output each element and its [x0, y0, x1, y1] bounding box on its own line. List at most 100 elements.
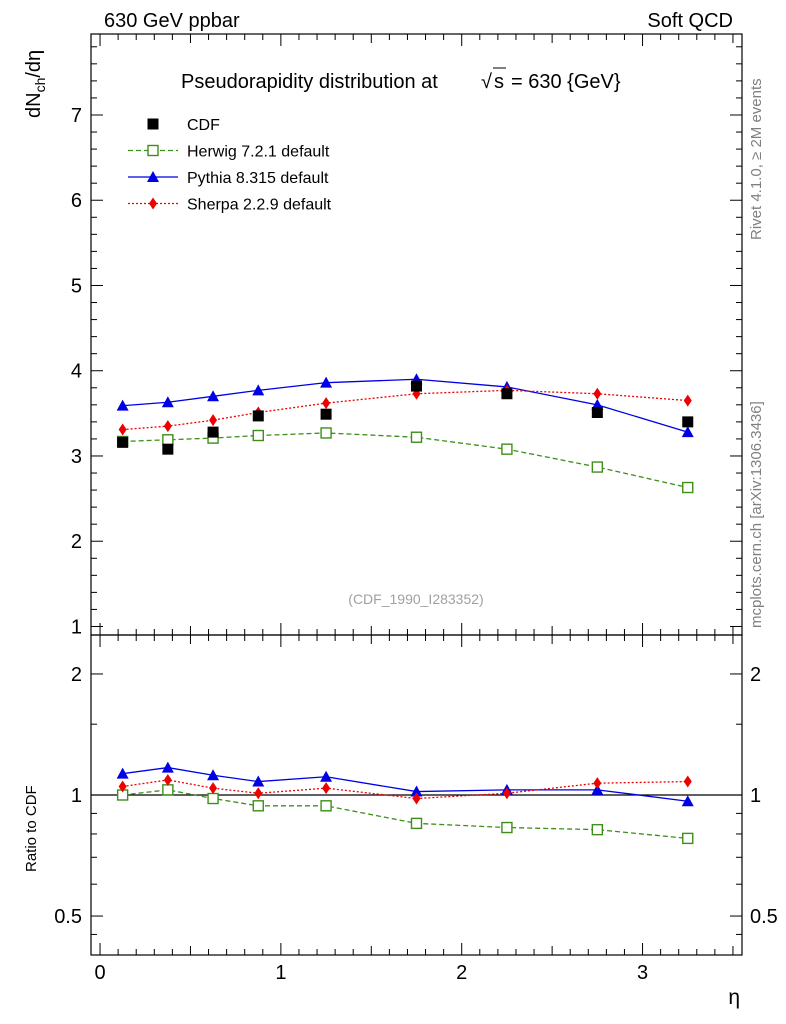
y-label-tail: /dη	[23, 50, 45, 78]
main-ytick-label: 2	[71, 531, 82, 553]
y-axis-label-ratio: Ratio to CDF	[23, 785, 40, 872]
main-point-herwig	[682, 481, 694, 494]
main-point-herwig	[501, 443, 513, 455]
main-point-pythia	[252, 384, 265, 396]
legend-marker-pythia	[147, 171, 159, 182]
main-point-pythia	[320, 376, 333, 388]
ratio-point-pythia	[591, 783, 604, 795]
legend-label-pythia: Pythia 8.315 default	[187, 170, 329, 187]
main-ytick-label: 7	[71, 105, 82, 127]
legend-label-herwig: Herwig 7.2.1 default	[187, 144, 330, 161]
ratio-point-pythia	[207, 769, 220, 781]
ratio-ylabel: Ratio to CDF	[23, 785, 40, 872]
ratio-ytick-label: 1	[71, 785, 82, 807]
sqrt-symbol: √	[481, 71, 492, 93]
ratio-xtick-label: 2	[456, 962, 467, 984]
ratio-ytick-label-right: 1	[750, 785, 761, 807]
ratio-point-pythia	[681, 795, 694, 807]
main-point-herwig	[162, 434, 174, 446]
main-point-cdf	[117, 436, 129, 448]
main-point-sherpa	[593, 387, 602, 400]
main-ytick-label: 1	[71, 616, 82, 638]
svg-text:dNch/dη: dNch/dη	[23, 50, 48, 118]
ratio-series-layer	[116, 761, 694, 845]
x-axis-label: η	[728, 986, 740, 1009]
legend-marker-cdf	[147, 118, 159, 130]
ratio-line-herwig	[122, 789, 688, 840]
ratio-point-sherpa	[163, 773, 172, 786]
ratio-point-sherpa	[412, 792, 421, 805]
main-point-cdf	[591, 407, 603, 419]
main-point-pythia	[681, 426, 694, 438]
ratio-point-herwig	[682, 832, 694, 845]
main-point-cdf	[162, 443, 174, 455]
main-ytick-label: 6	[71, 190, 82, 212]
side-text-mcplots-group: mcplots.cern.ch [arXiv:1306.3436]	[748, 401, 765, 628]
main-axes: 1 2 3 4 5 6 7	[71, 34, 742, 638]
main-point-sherpa	[209, 414, 218, 427]
plot-title-main: Pseudorapidity distribution at	[181, 71, 438, 93]
side-text-mcplots: mcplots.cern.ch [arXiv:1306.3436]	[748, 401, 765, 628]
header-left: 630 GeV ppbar	[104, 10, 240, 32]
ratio-point-sherpa	[683, 775, 692, 788]
ratio-ytick-label: 2	[71, 664, 82, 686]
main-point-sherpa	[163, 420, 172, 433]
y-label-base: dN	[23, 92, 45, 118]
ratio-ytick-label-right: 0.5	[750, 906, 778, 928]
main-point-herwig	[252, 429, 264, 442]
ratio-xtick-label: 3	[637, 962, 648, 984]
main-point-herwig	[320, 427, 332, 439]
main-point-pythia	[116, 399, 129, 411]
legend: CDF Herwig 7.2.1 default Pythia 8.315 defa…	[128, 117, 332, 214]
ratio-point-pythia	[116, 767, 129, 779]
main-ytick-label: 5	[71, 275, 82, 297]
ratio-point-sherpa	[502, 787, 511, 800]
main-ytick-label: 4	[71, 361, 82, 383]
legend-label-cdf: CDF	[187, 117, 220, 134]
ratio-xtick-label: 0	[94, 962, 105, 984]
ratio-point-pythia	[410, 785, 423, 797]
main-point-cdf	[252, 410, 264, 422]
main-point-cdf	[501, 388, 513, 400]
main-point-herwig	[591, 461, 604, 473]
ratio-ytick-label: 0.5	[54, 906, 82, 928]
ratio-point-herwig	[252, 800, 264, 812]
main-point-cdf	[411, 380, 422, 392]
main-ytick-label: 3	[71, 446, 82, 468]
ratio-point-herwig	[591, 823, 604, 836]
ratio-point-herwig	[162, 784, 174, 796]
legend-marker-herwig	[147, 144, 159, 157]
side-text-rivet: Rivet 4.1.0, ≥ 2M events	[748, 78, 765, 240]
main-point-herwig	[410, 431, 423, 443]
ratio-point-sherpa	[118, 780, 127, 793]
main-point-cdf	[207, 426, 219, 438]
main-series-layer	[116, 373, 694, 494]
plot-title-sqrt-arg: s	[494, 71, 504, 93]
y-axis-label-main: dNch/dη	[23, 50, 48, 118]
plot-title: Pseudorapidity distribution at	[181, 71, 438, 93]
ratio-point-sherpa	[209, 782, 218, 795]
ratio-xtick-label: 1	[275, 962, 286, 984]
ratio-point-pythia	[161, 761, 174, 773]
main-point-sherpa	[118, 423, 127, 436]
ratio-point-sherpa	[254, 787, 263, 800]
main-point-cdf	[320, 408, 332, 420]
header-right: Soft QCD	[647, 10, 733, 32]
legend-marker-sherpa	[149, 197, 157, 210]
analysis-watermark: (CDF_1990_I283352)	[348, 591, 483, 607]
ratio-point-herwig	[320, 800, 332, 812]
legend-label-sherpa: Sherpa 2.2.9 default	[187, 197, 332, 214]
plot-title-suffix: = 630 {GeV}	[511, 71, 621, 93]
ratio-point-pythia	[320, 770, 333, 782]
ratio-point-sherpa	[322, 782, 331, 795]
main-point-sherpa	[322, 397, 331, 410]
ratio-point-herwig	[501, 821, 513, 834]
main-point-pythia	[207, 390, 220, 402]
ratio-point-sherpa	[593, 777, 602, 790]
ratio-point-herwig	[207, 792, 219, 805]
ratio-ytick-label-right: 2	[750, 664, 761, 686]
main-point-cdf	[682, 416, 694, 428]
main-point-sherpa	[683, 394, 692, 407]
